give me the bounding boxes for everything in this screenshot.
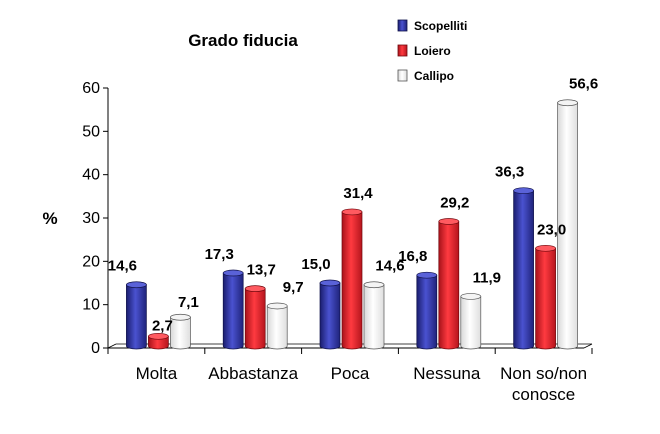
data-label: 14,6: [108, 258, 137, 275]
y-tick-label: 40: [82, 167, 100, 184]
data-label: 14,6: [375, 258, 404, 275]
axes: 0 10 20 30 40 50 60 Molta Abbastanza Poca Nessuna N…: [82, 80, 593, 404]
chart-title: Grado fiducia: [188, 31, 298, 50]
floor-edge-line: [583, 343, 593, 349]
data-label: 31,4: [343, 185, 373, 202]
y-tick-label: 10: [82, 297, 100, 314]
bar-loiero-2: [341, 208, 363, 350]
x-tick-label: Nessuna: [413, 364, 481, 383]
data-label: 23,0: [537, 221, 566, 238]
data-label: 15,0: [301, 256, 330, 273]
bars: [126, 99, 578, 350]
data-label: 16,8: [398, 248, 427, 265]
legend-label-loiero: Loiero: [414, 44, 451, 58]
bar-scopelliti-1: [222, 269, 244, 350]
data-label: 9,7: [283, 279, 304, 296]
y-tick-label: 0: [91, 340, 100, 357]
bar-callipo-4: [557, 99, 578, 350]
legend: Scopelliti Loiero Callipo: [397, 19, 467, 83]
x-tick-label: Non so/non: [500, 364, 587, 383]
legend-swatch-scopelliti: [397, 19, 408, 32]
legend-swatch-loiero: [397, 44, 408, 57]
x-tick-label: Poca: [331, 364, 370, 383]
data-label: 2,7: [152, 317, 173, 334]
x-tick-label: Molta: [136, 364, 178, 383]
bar-scopelliti-4: [513, 187, 534, 350]
bar-scopelliti-2: [319, 279, 341, 350]
bar-callipo-1: [266, 302, 288, 350]
y-tick-label: 60: [82, 80, 100, 97]
y-axis-depth-line: [107, 343, 117, 349]
y-tick-label: 50: [82, 123, 100, 140]
data-label: 13,7: [247, 262, 276, 279]
x-tick-label: Abbastanza: [208, 364, 298, 383]
legend-swatch-callipo: [397, 69, 408, 82]
bar-loiero-4: [535, 244, 556, 350]
data-label: 36,3: [495, 164, 524, 181]
bar-scopelliti-0: [126, 281, 147, 350]
bar-loiero-1: [244, 285, 266, 350]
bar-loiero-0: [148, 332, 169, 350]
y-tick-label: 20: [82, 253, 100, 270]
data-labels: 14,62,77,117,313,79,715,031,414,616,829,…: [108, 76, 598, 335]
y-axis-label: %: [42, 209, 57, 228]
data-label: 29,2: [440, 194, 469, 211]
legend-label-scopelliti: Scopelliti: [414, 19, 467, 33]
x-tick-label: conosce: [512, 385, 575, 404]
data-label: 11,9: [473, 269, 501, 286]
bar-callipo-0: [170, 313, 191, 350]
data-label: 7,1: [178, 294, 199, 311]
data-label: 17,3: [205, 246, 234, 263]
bar-scopelliti-3: [416, 271, 438, 350]
bar-loiero-3: [438, 218, 460, 350]
bar-callipo-2: [363, 281, 385, 350]
bar-callipo-3: [460, 293, 482, 350]
data-label: 56,6: [569, 76, 598, 93]
legend-label-callipo: Callipo: [414, 69, 454, 83]
y-tick-label: 30: [82, 210, 100, 227]
